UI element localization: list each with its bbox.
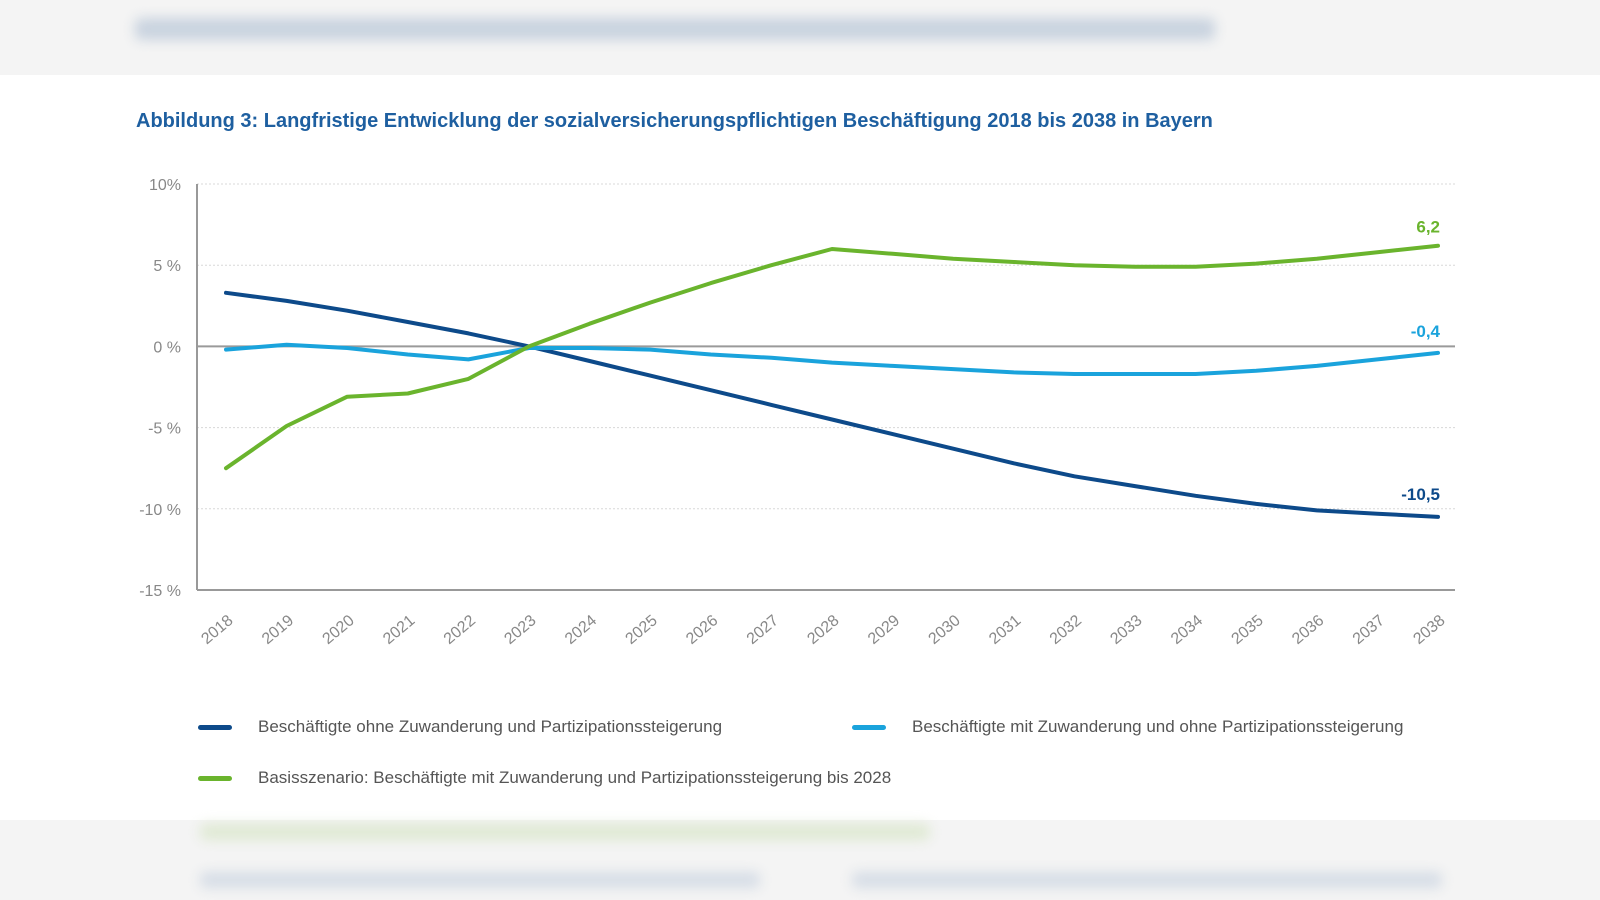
legend-item-1: Beschäftigte mit Zuwanderung und ohne Pa… [852,717,1403,737]
y-tick-label: -10 % [139,502,181,519]
x-tick-label: 2026 [683,612,721,648]
series-line-2 [224,243,1440,471]
legend-swatch [852,724,886,730]
x-tick-label: 2024 [562,612,600,648]
x-tick-label: 2036 [1289,612,1327,648]
x-tick-label: 2034 [1168,612,1206,648]
chart-title: Abbildung 3: Langfristige Entwicklung de… [136,110,1213,132]
y-tick-label: -15 % [139,583,181,600]
x-tick-label: 2030 [926,612,964,648]
blurred-legend-row [200,872,760,888]
x-tick-label: 2022 [441,612,479,648]
end-value-label: -10,5 [1401,485,1440,504]
legend-swatch [198,724,232,730]
legend-item-0: Beschäftigte ohne Zuwanderung und Partiz… [198,717,722,737]
x-tick-label: 2038 [1410,612,1448,648]
blurred-header [135,18,1215,40]
legend-label: Beschäftigte ohne Zuwanderung und Partiz… [258,717,723,736]
y-tick-label: 10% [149,177,181,194]
legend-label: Basisszenario: Beschäftigte mit Zuwander… [258,768,892,787]
x-tick-label: 2029 [865,612,903,648]
y-tick-label: -5 % [148,421,181,438]
x-tick-label: 2037 [1350,612,1388,648]
x-tick-label: 2021 [380,612,418,648]
series-line-0 [224,290,1440,519]
page [0,75,1600,820]
x-tick-label: 2019 [259,612,297,648]
x-tick-label: 2032 [1047,612,1085,648]
legend-item-2: Basisszenario: Beschäftigte mit Zuwander… [198,768,891,788]
blurred-legend-row [200,824,930,840]
x-tick-label: 2020 [320,612,358,648]
x-tick-label: 2028 [804,612,842,648]
y-tick-label: 5 % [153,258,181,275]
x-tick-label: 2033 [1107,612,1145,648]
blurred-legend-row [852,872,1442,888]
x-tick-label: 2031 [986,612,1024,648]
x-tick-label: 2025 [623,612,661,648]
series-line-1 [224,342,1440,376]
legend-label: Beschäftigte mit Zuwanderung und ohne Pa… [912,717,1404,736]
y-tick-label: 0 % [153,339,181,356]
x-tick-label: 2035 [1229,612,1267,648]
end-value-label: -0,4 [1411,322,1441,341]
x-tick-label: 2027 [744,612,782,648]
end-value-label: 6,2 [1416,218,1440,237]
x-tick-label: 2023 [501,612,539,648]
legend-swatch [198,775,232,781]
x-tick-label: 2018 [198,612,236,648]
